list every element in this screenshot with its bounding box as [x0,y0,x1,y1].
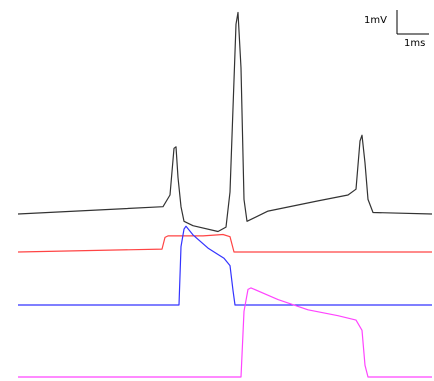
trace-magenta [18,287,432,378]
scale-bar-time-label: 1ms [404,38,425,49]
traces [17,11,433,378]
trace-black [17,11,433,233]
scale-bar: 1mV 1ms [364,10,429,49]
scale-bar-voltage-label: 1mV [364,15,387,26]
trace-red [17,233,432,253]
trace-blue [18,225,432,306]
